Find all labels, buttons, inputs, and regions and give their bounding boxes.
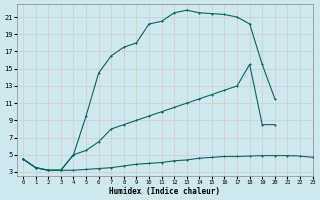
X-axis label: Humidex (Indice chaleur): Humidex (Indice chaleur) bbox=[109, 187, 220, 196]
